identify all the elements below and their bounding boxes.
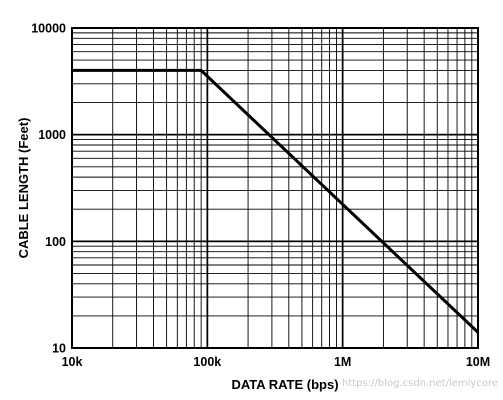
x-tick-label: 10M (466, 355, 490, 369)
y-tick-labels: 10 100 1000 10000 (31, 22, 66, 356)
x-tick-labels: 10k 100k 1M 10M (62, 355, 491, 369)
y-tick-label: 10 (52, 342, 66, 356)
x-axis-label: DATA RATE (bps) (231, 377, 338, 392)
y-tick-label: 10000 (31, 22, 66, 36)
y-tick-label: 1000 (38, 128, 66, 142)
watermark-text: https://blog.csdn.net/lemlycore (342, 378, 498, 389)
series-line-1 (72, 68, 480, 334)
x-tick-label: 1M (334, 355, 351, 369)
plot-frame (71, 27, 479, 349)
y-axis-label: CABLE LENGTH (Feet) (16, 118, 31, 259)
x-tick-label: 10k (62, 355, 83, 369)
y-tick-label: 100 (45, 235, 66, 249)
series-lines (72, 68, 480, 334)
x-tick-label: 100k (193, 355, 221, 369)
grid-lines (71, 27, 479, 349)
